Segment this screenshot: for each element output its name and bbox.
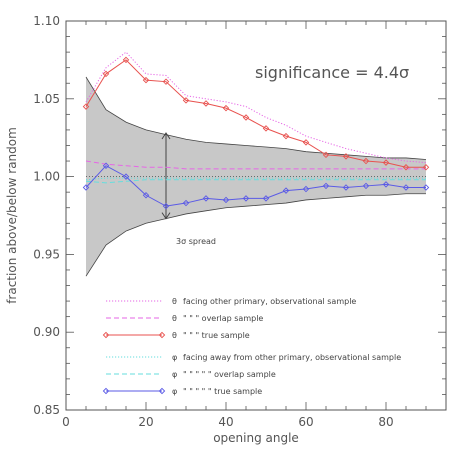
y-axis-label: fraction above/below random [5, 127, 19, 304]
series-5-marker-16 [402, 184, 410, 191]
spread-label: 3σ spread [176, 237, 216, 246]
series-5-marker-1 [102, 162, 110, 169]
legend-swatch-marker [102, 331, 110, 339]
legend-label: " " " " " overlap sample [183, 370, 276, 379]
legend-symbol: φ [172, 387, 177, 396]
series-2-marker-3 [142, 76, 150, 84]
spread-band-upper-edge [85, 76, 427, 160]
series-2-marker-13 [342, 153, 350, 160]
x-tick-label: 80 [378, 415, 393, 429]
y-tick-label: 1.05 [33, 92, 60, 106]
series-2-marker-17 [422, 164, 430, 171]
series-2-marker-16 [402, 164, 410, 171]
series-5-marker-13 [342, 184, 350, 191]
series-5-marker-2 [122, 173, 130, 180]
series-5-marker-15 [382, 181, 390, 188]
significance-annotation: significance = 4.4σ [255, 63, 409, 82]
series-line-2 [85, 59, 426, 168]
series-line-5 [85, 165, 426, 207]
series-2-marker-15 [382, 159, 390, 166]
legend-symbol: θ [172, 297, 177, 306]
series-layer [82, 51, 430, 210]
x-tick-label: 60 [298, 415, 313, 429]
series-2-marker-12 [322, 151, 330, 159]
legend-swatch-marker [158, 331, 166, 339]
series-5-marker-14 [362, 182, 370, 190]
y-tick-label: 0.85 [33, 403, 60, 417]
y-tick-label: 1.00 [33, 170, 60, 184]
spread-band-lower-edge [85, 193, 426, 277]
spread-band [86, 77, 426, 277]
series-5-marker-8 [242, 195, 250, 202]
series-5-marker-3 [142, 192, 150, 199]
series-5-marker-17 [422, 184, 430, 191]
axes: opening angle fraction above/below rando… [5, 14, 447, 445]
series-5-marker-6 [202, 195, 210, 202]
legend-symbol: θ [172, 331, 177, 340]
legend-item-4: φ " " " " " overlap sample [106, 370, 276, 379]
legend-swatch-marker [158, 387, 166, 395]
series-2-marker-6 [202, 100, 210, 107]
legend-label: " " " true sample [183, 331, 250, 340]
series-2-marker-4 [162, 78, 170, 85]
y-tick-label: 1.10 [33, 14, 60, 28]
series-5-marker-9 [262, 195, 270, 202]
y-tick-label: 0.90 [33, 325, 60, 339]
legend: θ facing other primary, observational sam… [102, 297, 401, 396]
legend-label: facing away from other primary, observat… [183, 353, 401, 362]
legend-item-1: θ " " " overlap sample [106, 314, 263, 323]
legend-item-2: θ " " " true sample [102, 331, 250, 340]
series-5-marker-10 [282, 187, 290, 194]
series-2-marker-10 [282, 132, 290, 140]
series-2-marker-1 [102, 70, 110, 78]
legend-label: facing other primary, observational samp… [183, 297, 356, 306]
spread-arrow-head-bottom [161, 212, 171, 220]
series-5-marker-0 [82, 184, 90, 191]
series-2-marker-11 [302, 139, 310, 146]
legend-label: " " " overlap sample [183, 314, 263, 323]
x-tick-label: 0 [62, 415, 70, 429]
series-line-1 [85, 160, 426, 170]
series-2-marker-8 [242, 114, 250, 121]
series-2-marker-9 [262, 125, 270, 132]
legend-swatch-marker [102, 387, 110, 395]
legend-symbol: φ [172, 370, 177, 379]
series-line-4 [85, 179, 426, 184]
legend-item-5: φ " " " " " true sample [102, 387, 262, 396]
series-2-marker-0 [82, 103, 90, 110]
series-line-0 [85, 51, 427, 164]
series-5-marker-4 [162, 202, 170, 210]
x-tick-label: 40 [218, 415, 233, 429]
legend-symbol: θ [172, 314, 177, 323]
x-tick-label: 20 [138, 415, 153, 429]
series-5-marker-11 [302, 185, 310, 193]
series-2-marker-14 [362, 157, 370, 165]
y-tick-label: 0.95 [33, 247, 60, 261]
series-5-marker-12 [322, 182, 330, 190]
x-axis-label: opening angle [213, 431, 299, 445]
series-5-marker-5 [182, 199, 190, 207]
annotation-layer: significance = 4.4σ 3σ spread [176, 63, 409, 246]
series-5-marker-7 [222, 196, 230, 204]
series-2-marker-7 [222, 104, 230, 112]
plot-frame [65, 20, 447, 411]
legend-symbol: φ [172, 353, 177, 362]
series-2-marker-2 [122, 56, 130, 64]
legend-label: " " " " " true sample [183, 387, 262, 396]
series-2-marker-5 [182, 97, 190, 104]
legend-item-0: θ facing other primary, observational sam… [106, 297, 356, 306]
legend-item-3: φ facing away from other primary, observa… [106, 353, 401, 362]
band-layer [85, 76, 427, 277]
spread-arrow-head-top [161, 132, 171, 140]
